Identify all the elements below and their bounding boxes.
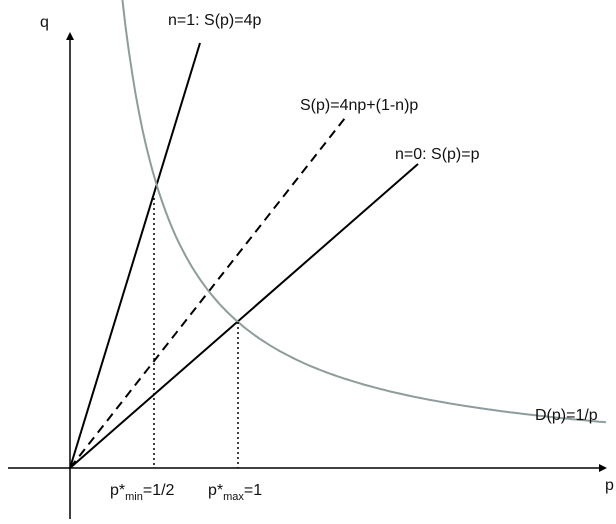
p-max-value: =1 [244, 482, 262, 499]
p-min-subscript: min [125, 491, 143, 503]
supply-line-n0 [69, 163, 419, 469]
y-axis-label: q [40, 14, 49, 31]
supply-general-label: S(p)=4np+(1-n)p [300, 97, 418, 114]
supply-line-general [69, 117, 346, 469]
x-axis-label: p [605, 477, 614, 494]
p-min-main: p* [110, 482, 125, 499]
p-min-value: =1/2 [143, 482, 175, 499]
p-max-tick-label: p*max=1 [208, 482, 262, 503]
supply-n1-label: n=1: S(p)=4p [168, 12, 262, 29]
demand-curve [121, 0, 606, 424]
supply-n0-label: n=0: S(p)=p [395, 146, 480, 163]
demand-label: D(p)=1/p [535, 407, 598, 424]
p-max-subscript: max [223, 491, 244, 503]
supply-line-n1 [69, 42, 201, 469]
p-min-tick-label: p*min=1/2 [110, 482, 175, 503]
p-max-main: p* [208, 482, 223, 499]
